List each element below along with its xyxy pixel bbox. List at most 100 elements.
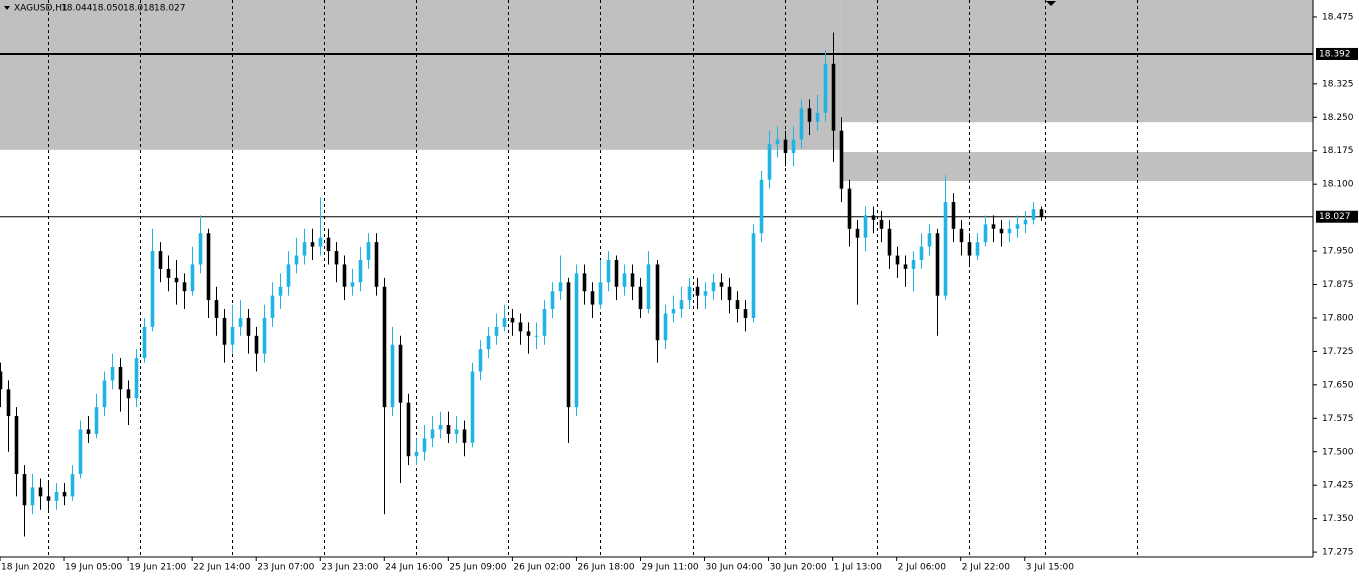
candle-body bbox=[759, 179, 764, 234]
candle-body bbox=[358, 259, 363, 283]
x-tick-label: 23 Jun 07:00 bbox=[257, 563, 314, 573]
candle-body bbox=[118, 367, 123, 390]
candle-body bbox=[350, 282, 355, 287]
candle-body bbox=[679, 300, 684, 310]
level-label: 18.027 bbox=[1319, 212, 1351, 222]
x-tick-label: 3 Jul 15:00 bbox=[1026, 563, 1075, 573]
candle-body bbox=[879, 219, 884, 229]
candle-body bbox=[54, 491, 59, 501]
candle-body bbox=[622, 273, 627, 287]
candle-body bbox=[126, 389, 131, 399]
candle-body bbox=[382, 286, 387, 408]
candle-body bbox=[791, 139, 796, 153]
candle-body bbox=[46, 496, 51, 501]
candle-body bbox=[671, 309, 676, 314]
candle-body bbox=[711, 282, 716, 292]
candle-body bbox=[534, 335, 539, 337]
candle-body bbox=[1023, 219, 1028, 225]
candle-body bbox=[1007, 228, 1012, 234]
y-tick-label: 17.425 bbox=[1322, 481, 1354, 491]
x-tick-label: 2 Jul 06:00 bbox=[898, 563, 947, 573]
candle-body bbox=[751, 233, 756, 318]
candle-body bbox=[70, 474, 75, 497]
candle-body bbox=[663, 313, 668, 341]
y-tick-label: 17.800 bbox=[1322, 313, 1354, 323]
candle-body bbox=[158, 251, 163, 269]
candle-body bbox=[134, 358, 139, 399]
symbol: XAGUSD,H1 bbox=[14, 4, 68, 14]
y-tick-label: 18.100 bbox=[1322, 180, 1354, 190]
candle-body bbox=[310, 242, 315, 247]
candle-body bbox=[935, 233, 940, 296]
candle-body bbox=[550, 291, 555, 310]
y-tick-label: 17.875 bbox=[1322, 280, 1354, 290]
candle-body bbox=[1039, 209, 1044, 217]
header-open: 18.044 bbox=[61, 4, 93, 14]
candle-body bbox=[526, 331, 531, 336]
candle-body bbox=[542, 309, 547, 336]
x-tick-label: 1 Jul 13:00 bbox=[834, 563, 883, 573]
candle-body bbox=[951, 202, 956, 229]
x-tick-label: 2 Jul 22:00 bbox=[962, 563, 1011, 573]
candle-body bbox=[302, 242, 307, 256]
candle-body bbox=[831, 63, 836, 131]
y-tick-label: 18.175 bbox=[1322, 146, 1354, 156]
y-tick-label: 18.325 bbox=[1322, 79, 1354, 89]
candle-body bbox=[727, 286, 732, 301]
candle-body bbox=[518, 322, 523, 332]
zone bbox=[840, 152, 1313, 182]
candle-body bbox=[390, 344, 395, 408]
candle-body bbox=[14, 416, 19, 475]
candle-body bbox=[78, 429, 83, 475]
zone bbox=[0, 0, 841, 150]
candle-body bbox=[606, 259, 611, 283]
candle-body bbox=[422, 438, 427, 452]
candle-body bbox=[799, 108, 804, 140]
candle-body bbox=[687, 286, 692, 301]
level-label: 18.392 bbox=[1319, 49, 1351, 59]
level-label-box bbox=[1316, 210, 1358, 223]
x-tick-label: 24 Jun 16:00 bbox=[385, 563, 442, 573]
candle-body bbox=[887, 228, 892, 256]
candle-body bbox=[983, 224, 988, 243]
candle-body bbox=[574, 273, 579, 408]
y-tick-label: 17.350 bbox=[1322, 514, 1354, 524]
candle-body bbox=[823, 63, 828, 113]
candle-body bbox=[590, 291, 595, 305]
candle-body bbox=[62, 491, 67, 497]
candle-body bbox=[6, 389, 11, 417]
candle-body bbox=[150, 251, 155, 327]
x-tick-label: 26 Jun 18:00 bbox=[577, 563, 634, 573]
x-tick-label: 30 Jun 20:00 bbox=[770, 563, 827, 573]
candle-body bbox=[1015, 224, 1020, 229]
candle-body bbox=[478, 349, 483, 372]
candle-body bbox=[863, 215, 868, 238]
candle-body bbox=[470, 371, 475, 443]
candle-body bbox=[895, 255, 900, 265]
candle-body bbox=[815, 112, 820, 122]
x-tick-label: 22 Jun 14:00 bbox=[193, 563, 250, 573]
candle-body bbox=[246, 317, 251, 336]
y-tick-label: 17.950 bbox=[1322, 247, 1354, 257]
candle-body bbox=[959, 228, 964, 243]
candle-body bbox=[326, 237, 331, 252]
x-tick-label: 23 Jun 23:00 bbox=[321, 563, 378, 573]
candle-body bbox=[206, 233, 211, 301]
candle-body bbox=[991, 224, 996, 229]
candle-body bbox=[214, 300, 219, 318]
candle-body bbox=[430, 429, 435, 439]
y-tick-label: 18.250 bbox=[1322, 113, 1354, 123]
candle-body bbox=[598, 282, 603, 305]
candles bbox=[0, 32, 1044, 537]
candle-body bbox=[486, 335, 491, 350]
candle-body bbox=[839, 130, 844, 189]
candle-body bbox=[22, 474, 27, 506]
candle-body bbox=[911, 259, 916, 269]
candle-body bbox=[270, 295, 275, 318]
candle-body bbox=[174, 277, 179, 283]
x-tick-label: 29 Jun 11:00 bbox=[641, 563, 698, 573]
candle-body bbox=[318, 237, 323, 247]
candle-body bbox=[967, 242, 972, 256]
